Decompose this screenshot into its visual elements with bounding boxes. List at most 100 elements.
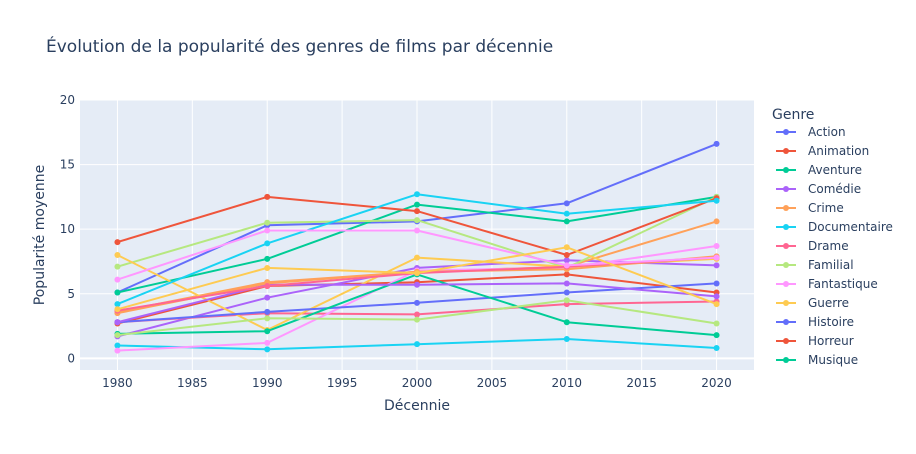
legend-marker-swatch [783, 205, 789, 211]
y-tick-label: 5 [67, 287, 75, 301]
data-point[interactable] [114, 239, 121, 246]
data-point[interactable] [114, 276, 121, 283]
data-point[interactable] [713, 254, 720, 261]
data-point[interactable] [414, 311, 420, 318]
data-point[interactable] [713, 262, 720, 269]
data-point[interactable] [563, 210, 570, 217]
data-point[interactable] [563, 335, 570, 342]
data-point[interactable] [264, 240, 271, 247]
data-point[interactable] [414, 227, 420, 234]
data-point[interactable] [563, 271, 570, 278]
legend-item[interactable]: Documentaire [776, 220, 893, 234]
legend-item[interactable]: Drame [776, 239, 849, 253]
legend-items[interactable]: Action Animation Aventure Comédie Crime Docum… [776, 125, 893, 367]
data-point[interactable] [563, 252, 570, 259]
y-tick-label: 0 [67, 351, 75, 365]
legend-marker-swatch [783, 148, 789, 154]
data-point[interactable] [264, 328, 271, 335]
legend-marker-swatch [783, 338, 789, 344]
data-point[interactable] [114, 342, 121, 349]
data-point[interactable] [264, 193, 271, 200]
legend-label: Aventure [808, 163, 862, 177]
data-point[interactable] [713, 140, 720, 147]
x-tick-label: 2015 [626, 376, 657, 390]
series-unlabelled-18 [114, 227, 720, 283]
data-point[interactable] [264, 339, 271, 346]
data-point[interactable] [713, 301, 720, 308]
data-point[interactable] [414, 270, 420, 277]
legend-label: Fantastique [808, 277, 878, 291]
legend-item[interactable]: Horreur [776, 334, 854, 348]
legend-label: Documentaire [808, 220, 893, 234]
data-point[interactable] [713, 280, 720, 287]
data-point[interactable] [414, 281, 420, 288]
legend[interactable]: Genre Action Animation Aventure Comédie Crim… [772, 107, 893, 367]
legend-item[interactable]: Guerre [776, 296, 849, 310]
legend-item[interactable]: Aventure [776, 163, 862, 177]
data-point[interactable] [713, 345, 720, 352]
data-point[interactable] [414, 217, 420, 224]
data-point[interactable] [563, 262, 570, 269]
data-point[interactable] [264, 264, 271, 271]
data-point[interactable] [563, 218, 570, 225]
data-point[interactable] [114, 289, 121, 296]
legend-item[interactable]: Histoire [776, 315, 854, 329]
data-point[interactable] [264, 315, 271, 322]
data-point[interactable] [114, 347, 121, 354]
legend-item[interactable]: Crime [776, 201, 844, 215]
data-point[interactable] [264, 255, 271, 262]
legend-item[interactable]: Familial [776, 258, 854, 272]
data-point[interactable] [264, 346, 271, 353]
data-point[interactable] [563, 257, 570, 264]
data-point[interactable] [713, 320, 720, 327]
legend-item[interactable]: Action [776, 125, 846, 139]
series-unlabelled-19 [114, 244, 720, 313]
legend-label: Crime [808, 201, 844, 215]
legend-item[interactable]: Fantastique [776, 277, 878, 291]
data-point[interactable] [114, 319, 121, 326]
legend-item[interactable]: Animation [776, 144, 869, 158]
data-point[interactable] [414, 299, 420, 306]
legend-marker-swatch [783, 281, 789, 287]
tick-layer: 1980 1985 1990 1995 2000 2005 2010 2015 20200510… [60, 93, 732, 390]
data-point[interactable] [264, 227, 271, 234]
data-point[interactable] [563, 289, 570, 296]
series-unlabelled-13 [114, 280, 720, 326]
data-point[interactable] [114, 263, 121, 270]
series-layer [114, 140, 720, 354]
data-point[interactable] [114, 301, 121, 308]
data-point[interactable] [713, 332, 720, 339]
data-point[interactable] [713, 218, 720, 225]
data-point[interactable] [264, 283, 271, 290]
data-point[interactable] [414, 254, 420, 261]
data-point[interactable] [563, 297, 570, 304]
legend-item[interactable]: Comédie [776, 182, 861, 196]
data-point[interactable] [414, 208, 420, 215]
legend-item[interactable]: Musique [776, 353, 858, 367]
legend-label: Drame [808, 239, 849, 253]
legend-label: Animation [808, 144, 869, 158]
data-point[interactable] [713, 242, 720, 249]
data-point[interactable] [414, 201, 420, 208]
data-point[interactable] [264, 308, 271, 315]
data-point[interactable] [563, 280, 570, 287]
data-point[interactable] [563, 319, 570, 326]
x-tick-label: 1990 [252, 376, 283, 390]
data-point[interactable] [414, 341, 420, 348]
legend-label: Comédie [808, 182, 861, 196]
data-point[interactable] [264, 294, 271, 301]
data-point[interactable] [114, 252, 121, 259]
legend-marker-swatch [783, 262, 789, 268]
data-point[interactable] [713, 197, 720, 204]
data-point[interactable] [563, 244, 570, 251]
data-point[interactable] [713, 293, 720, 300]
data-point[interactable] [114, 306, 121, 313]
data-point[interactable] [414, 316, 420, 323]
data-point[interactable] [414, 191, 420, 198]
legend-label: Familial [808, 258, 854, 272]
data-point[interactable] [563, 200, 570, 207]
x-tick-label: 2000 [402, 376, 433, 390]
data-point[interactable] [114, 332, 121, 339]
data-point[interactable] [264, 219, 271, 226]
